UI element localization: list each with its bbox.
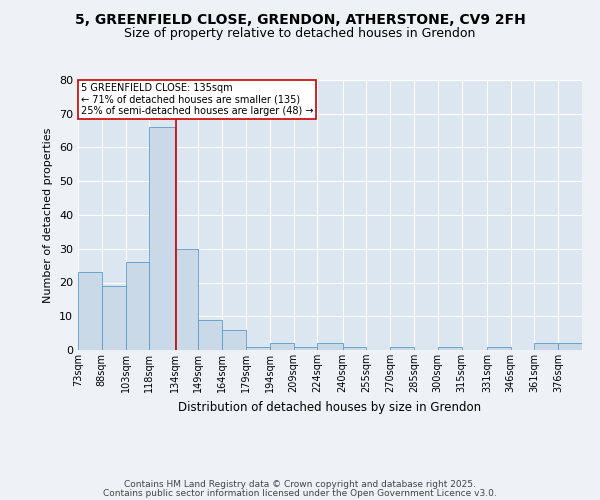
Bar <box>438 346 461 350</box>
Bar <box>487 346 511 350</box>
Bar <box>343 346 367 350</box>
Bar <box>199 320 222 350</box>
Text: 5, GREENFIELD CLOSE, GRENDON, ATHERSTONE, CV9 2FH: 5, GREENFIELD CLOSE, GRENDON, ATHERSTONE… <box>74 12 526 26</box>
Bar <box>317 343 343 350</box>
Y-axis label: Number of detached properties: Number of detached properties <box>43 128 53 302</box>
Text: 5 GREENFIELD CLOSE: 135sqm
← 71% of detached houses are smaller (135)
25% of sem: 5 GREENFIELD CLOSE: 135sqm ← 71% of deta… <box>80 82 313 116</box>
Bar <box>175 248 199 350</box>
Bar <box>149 127 175 350</box>
Bar <box>222 330 246 350</box>
Bar <box>293 346 317 350</box>
Bar <box>246 346 270 350</box>
Bar <box>270 343 293 350</box>
Bar <box>558 343 582 350</box>
Bar <box>78 272 102 350</box>
Bar <box>102 286 125 350</box>
Text: Contains HM Land Registry data © Crown copyright and database right 2025.: Contains HM Land Registry data © Crown c… <box>124 480 476 489</box>
Bar <box>535 343 558 350</box>
Text: Size of property relative to detached houses in Grendon: Size of property relative to detached ho… <box>124 28 476 40</box>
Text: Contains public sector information licensed under the Open Government Licence v3: Contains public sector information licen… <box>103 488 497 498</box>
X-axis label: Distribution of detached houses by size in Grendon: Distribution of detached houses by size … <box>178 400 482 413</box>
Bar <box>125 262 149 350</box>
Bar <box>390 346 414 350</box>
